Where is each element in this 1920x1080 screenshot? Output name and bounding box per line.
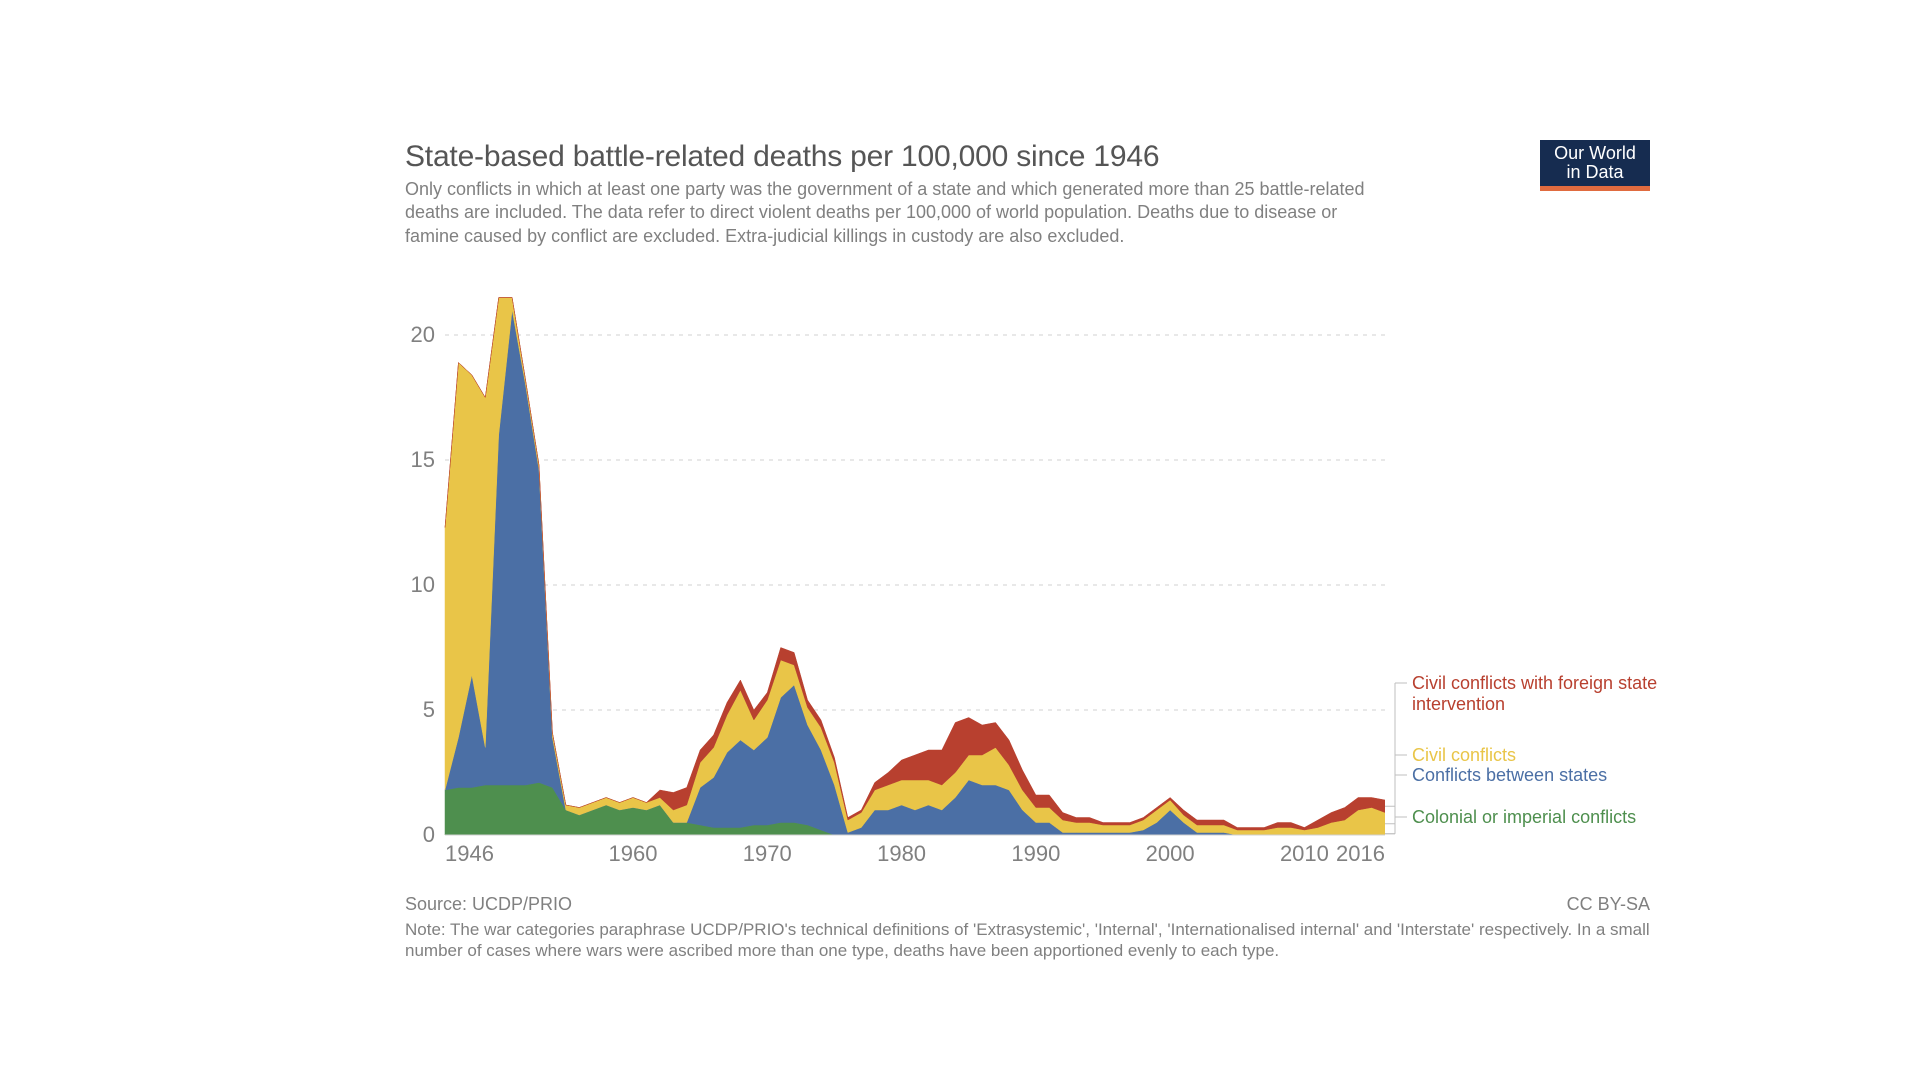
chart-legend: Civil conflicts with foreign state inter…	[1402, 285, 1672, 865]
chart-header: State-based battle-related deaths per 10…	[405, 140, 1650, 248]
chart-footer: Source: UCDP/PRIO CC BY-SA Note: The war…	[405, 894, 1650, 962]
chart-subtitle: Only conflicts in which at least one par…	[405, 178, 1365, 248]
legend-item-colonial: Colonial or imperial conflicts	[1412, 807, 1636, 828]
chart-title: State-based battle-related deaths per 10…	[405, 140, 1650, 174]
y-tick-label: 15	[411, 447, 435, 472]
x-tick-label: 1980	[877, 841, 926, 866]
x-tick-label: 1946	[445, 841, 494, 866]
chart-plot-area: 0 5 10 15 20 1946 1960 1970 1980 1990 2000 2010 2016	[405, 285, 1385, 865]
x-tick-label: 1960	[609, 841, 658, 866]
y-tick-label: 10	[411, 572, 435, 597]
chart-frame: State-based battle-related deaths per 10…	[230, 130, 1690, 950]
license-label: CC BY-SA	[1567, 894, 1650, 915]
x-tick-label: 2000	[1146, 841, 1195, 866]
x-tick-label: 1990	[1011, 841, 1060, 866]
x-tick-label: 2010	[1280, 841, 1329, 866]
owid-logo-bar	[1540, 186, 1650, 191]
owid-logo-line2: in Data	[1566, 162, 1623, 182]
area-civil_foreign	[445, 298, 1385, 831]
y-tick-label: 20	[411, 322, 435, 347]
y-tick-label: 0	[423, 822, 435, 847]
owid-logo-text: Our World in Data	[1540, 140, 1650, 186]
source-label: Source: UCDP/PRIO	[405, 894, 572, 915]
x-tick-label: 1970	[743, 841, 792, 866]
area-civil	[445, 298, 1385, 836]
footer-note: Note: The war categories paraphrase UCDP…	[405, 915, 1650, 962]
legend-item-interstate: Conflicts between states	[1412, 765, 1607, 786]
stacked-area-chart: 0 5 10 15 20 1946 1960 1970 1980 1990 2000 2010 2016	[405, 285, 1385, 885]
legend-item-civil_foreign: Civil conflicts with foreign state inter…	[1412, 673, 1672, 714]
owid-logo-line1: Our World	[1554, 143, 1636, 163]
x-tick-label: 2016	[1336, 841, 1385, 866]
owid-logo: Our World in Data	[1540, 140, 1650, 191]
legend-item-civil: Civil conflicts	[1412, 745, 1516, 766]
y-tick-label: 5	[423, 697, 435, 722]
